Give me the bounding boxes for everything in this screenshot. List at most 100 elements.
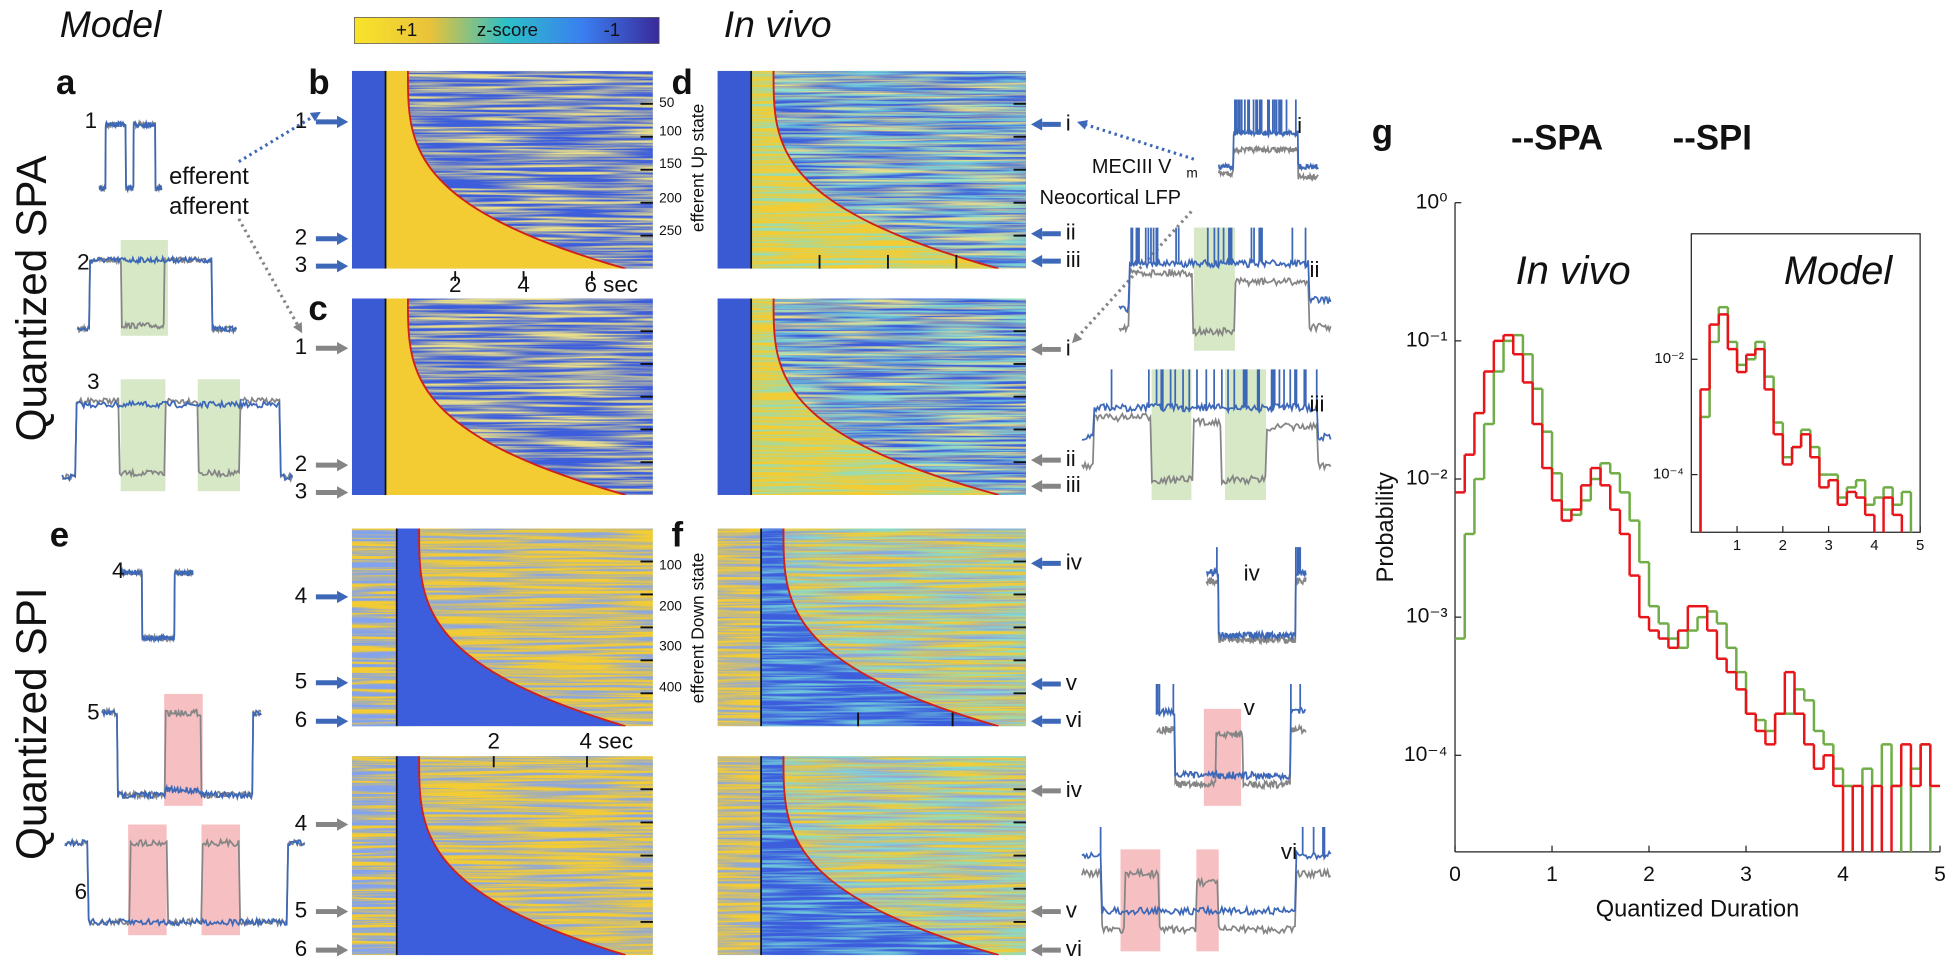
heading: Model: [60, 3, 163, 45]
y-tick-label: 10⁻²: [1406, 467, 1448, 490]
arrow-head: [1030, 905, 1043, 918]
heatmap: [717, 528, 1026, 727]
heatmap-curve: [782, 528, 999, 727]
arrow-label: 3: [295, 478, 307, 503]
arrow-label: i: [1066, 335, 1071, 360]
trace: [1118, 227, 1332, 314]
arrow-label: vi: [1066, 936, 1082, 961]
y-tick-label: 10⁻¹: [1406, 328, 1448, 351]
arrow-label: iv: [1066, 777, 1083, 802]
heatmap-texture: [761, 528, 1026, 727]
arrow-head: [1030, 254, 1043, 268]
arrow-head: [1030, 557, 1043, 570]
y-axis-label: Probability: [1373, 472, 1399, 582]
y-tick-label: 10⁻²: [1654, 350, 1683, 367]
arrow-head: [337, 486, 349, 499]
y-tick-label: 10⁻⁴: [1653, 466, 1684, 483]
trace: [101, 706, 262, 801]
heatmap-curve: [782, 756, 999, 956]
trace: [1081, 369, 1332, 443]
time-label: 6 sec: [585, 272, 638, 297]
trace: [1081, 866, 1332, 936]
arrow-head: [1030, 118, 1043, 131]
x-tick-label: 5: [1934, 863, 1946, 886]
trace-label: vi: [1281, 839, 1297, 864]
x-tick-label: 4: [1870, 537, 1878, 554]
inset-frame: [1690, 233, 1921, 533]
trace: [1217, 144, 1319, 182]
arrow-head: [337, 676, 349, 689]
heatmap-pre: [717, 298, 752, 495]
panel-label: b: [308, 63, 329, 102]
trace-label: 6: [75, 879, 87, 904]
trace: [1206, 547, 1307, 642]
heatmap-texture: [351, 528, 397, 727]
arrow-head: [337, 590, 349, 604]
trace: [98, 118, 163, 194]
heatmap-curve: [406, 298, 626, 495]
arrow-head: [337, 458, 349, 472]
heatmap-pre: [351, 70, 386, 269]
arrow-head: [309, 111, 321, 122]
arrow-label: 2: [295, 451, 307, 476]
axis-label: efferent Down state: [688, 553, 708, 704]
time-label: 2: [488, 728, 500, 753]
arrow-label: 5: [295, 897, 307, 922]
y-tick-label: 10⁻⁴: [1404, 743, 1448, 766]
arrow-head: [337, 715, 349, 728]
trace-label: iv: [1244, 560, 1261, 585]
row-label: Quantized SPI: [8, 587, 55, 860]
heatmap-texture: [351, 756, 397, 956]
heatmap-pre: [717, 70, 752, 269]
arrow-shaft: [237, 218, 299, 326]
arrow-head: [1030, 784, 1043, 798]
arrow-label: 1: [295, 334, 307, 359]
x-axis-label: Quantized Duration: [1596, 897, 1799, 923]
annotation: Model: [1784, 249, 1894, 293]
arrow-head: [337, 341, 349, 355]
arrow-label: 5: [295, 669, 307, 694]
row-label-num: 50: [659, 95, 675, 110]
arrow-head: [293, 322, 303, 334]
heatmap-curve: [418, 528, 626, 727]
trace: [76, 254, 238, 335]
highlight: [120, 240, 168, 336]
arrow-label: iii: [1066, 247, 1081, 272]
time-label: 2: [449, 272, 461, 297]
y-tick-label: 10⁰: [1416, 190, 1448, 213]
arrow-label: iii: [1066, 472, 1081, 497]
arrow-label: 3: [295, 252, 307, 277]
trace: [98, 119, 163, 194]
arrow-label: 1: [295, 108, 307, 133]
heatmap-texture: [761, 756, 1026, 956]
trace-label: v: [1244, 695, 1256, 720]
row-label-num: 200: [659, 598, 682, 613]
row-label-num: 300: [659, 638, 682, 653]
arrow-label: 2: [295, 225, 307, 250]
arrow-label: 6: [295, 707, 307, 732]
panel-label: e: [50, 515, 69, 554]
x-tick-label: 2: [1779, 537, 1787, 554]
x-tick-label: 0: [1449, 863, 1461, 886]
legend-subscript: m: [1186, 166, 1197, 181]
trace: [1118, 267, 1332, 338]
step-connector: [1463, 335, 1932, 852]
arrow-head: [337, 115, 349, 129]
legend-text: efferent: [169, 164, 249, 190]
row-label-num: 100: [659, 123, 682, 138]
trace-label: iii: [1310, 391, 1325, 416]
time-label: 4: [517, 272, 529, 297]
heatmap: [351, 298, 653, 495]
heatmap-pre: [351, 298, 386, 495]
trace: [61, 398, 294, 483]
highlight: [1196, 849, 1219, 952]
legend-text: Neocortical LFP: [1040, 187, 1181, 209]
row-label-num: 400: [659, 679, 682, 694]
panel-label: c: [308, 289, 327, 328]
axis-label: efferent Up state: [688, 104, 708, 232]
arrow-head: [337, 232, 349, 245]
arrow-head: [337, 943, 349, 957]
heatmap: [717, 756, 1026, 956]
arrow-head: [1030, 715, 1043, 728]
trace-label: 2: [77, 250, 89, 275]
